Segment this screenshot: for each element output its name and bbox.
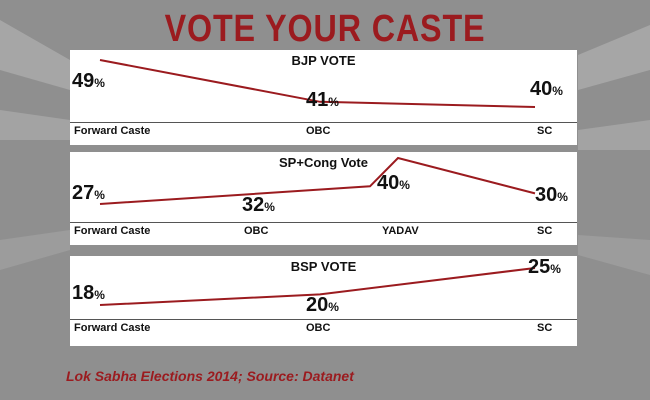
sp-cong-yadav-value: 40%: [377, 172, 410, 194]
bsp-vote-line: [99, 267, 536, 306]
bsp-vote-title: BSP VOTE: [290, 259, 357, 274]
source-note: Lok Sabha Elections 2014; Source: Datane…: [66, 368, 354, 384]
bjp-forward-caste-value: 49%: [72, 70, 105, 92]
bjp-vote-line: [99, 59, 536, 108]
page-title: VOTE YOUR CASTE: [164, 8, 486, 50]
bsp-axis: [70, 319, 577, 320]
bjp-vote-title: BJP VOTE: [291, 53, 356, 68]
bjp-obc-value: 41%: [306, 89, 339, 111]
sp-cong-category-obc: OBC: [244, 225, 269, 237]
sp-cong-vote-plot: [99, 156, 536, 205]
bsp-category-obc: OBC: [306, 322, 331, 334]
sp-cong-vote-panel: SP+Cong Vote 27% 32% 40% 30% Forward Cas…: [70, 152, 577, 245]
sp-cong-sc-value: 30%: [535, 184, 568, 206]
sp-cong-forward-caste-value: 27%: [72, 182, 105, 204]
sp-cong-axis: [70, 222, 577, 223]
bsp-vote-panel: BSP VOTE 18% 20% 25% Forward Caste OBC S…: [70, 256, 577, 346]
bsp-vote-plot: [99, 267, 536, 306]
sp-cong-category-forward-caste: Forward Caste: [74, 225, 151, 237]
sp-cong-vote-line: [99, 156, 536, 205]
bsp-forward-caste-value: 18%: [72, 282, 105, 304]
bjp-vote-panel: BJP VOTE 49% 41% 40% Forward Caste OBC S…: [70, 50, 577, 145]
bjp-category-obc: OBC: [306, 125, 331, 137]
sp-cong-vote-title: SP+Cong Vote: [279, 155, 368, 170]
sp-cong-category-sc: SC: [537, 225, 553, 237]
sp-cong-category-yadav: YADAV: [382, 225, 419, 237]
bsp-category-sc: SC: [537, 322, 553, 334]
bsp-obc-value: 20%: [306, 294, 339, 316]
bjp-sc-value: 40%: [530, 78, 563, 100]
bjp-axis: [70, 122, 577, 123]
bjp-vote-plot: [99, 59, 536, 108]
bsp-sc-value: 25%: [528, 256, 561, 278]
bsp-category-forward-caste: Forward Caste: [74, 322, 151, 334]
sp-cong-obc-value: 32%: [242, 194, 275, 216]
bjp-category-sc: SC: [537, 125, 553, 137]
bjp-category-forward-caste: Forward Caste: [74, 125, 151, 137]
